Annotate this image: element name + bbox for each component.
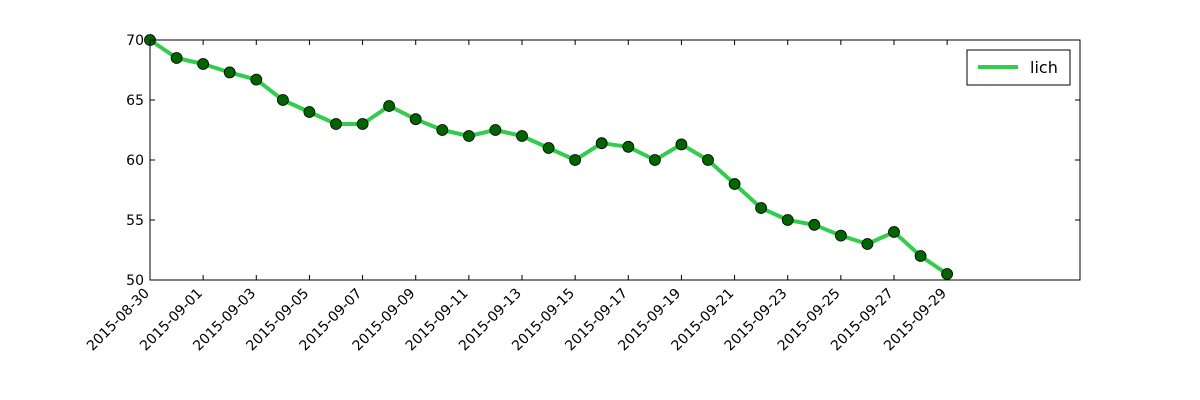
- data-point: [250, 73, 263, 86]
- data-point: [595, 137, 608, 150]
- data-point: [197, 58, 210, 70]
- y-tick-label: 70: [126, 33, 144, 49]
- data-point: [861, 238, 874, 250]
- legend: lich: [966, 49, 1071, 86]
- data-point: [436, 124, 449, 136]
- y-tick-label: 55: [126, 213, 144, 229]
- data-point: [170, 52, 183, 64]
- data-point: [888, 226, 900, 238]
- plot-frame: [149, 39, 1081, 281]
- y-tick-label: 50: [126, 273, 144, 289]
- data-point: [542, 142, 555, 154]
- data-point: [649, 154, 661, 166]
- data-point: [728, 178, 741, 190]
- data-point: [622, 140, 635, 153]
- data-point: [223, 66, 236, 79]
- data-point: [276, 94, 289, 106]
- data-point: [781, 214, 794, 226]
- tick-marks: 50556065702015-08-302015-09-012015-09-03…: [84, 33, 1080, 354]
- data-point: [516, 130, 528, 142]
- data-point: [835, 229, 847, 242]
- data-point: [330, 118, 342, 130]
- y-tick-label: 65: [126, 93, 144, 109]
- data-point: [914, 250, 927, 262]
- data-point: [675, 138, 688, 151]
- data-point: [489, 124, 502, 136]
- data-point: [356, 118, 369, 130]
- legend-label: lich: [1030, 58, 1058, 77]
- data-point: [569, 154, 581, 166]
- data-point: [303, 106, 316, 118]
- series-line-lich: [148, 38, 949, 276]
- series-layer: [144, 34, 953, 280]
- data-point: [409, 113, 422, 126]
- data-point: [941, 268, 953, 280]
- data-point: [755, 202, 767, 214]
- data-point: [808, 218, 821, 231]
- y-tick-label: 60: [126, 153, 144, 169]
- data-point: [702, 154, 714, 166]
- data-point: [383, 100, 396, 112]
- data-point: [462, 130, 475, 142]
